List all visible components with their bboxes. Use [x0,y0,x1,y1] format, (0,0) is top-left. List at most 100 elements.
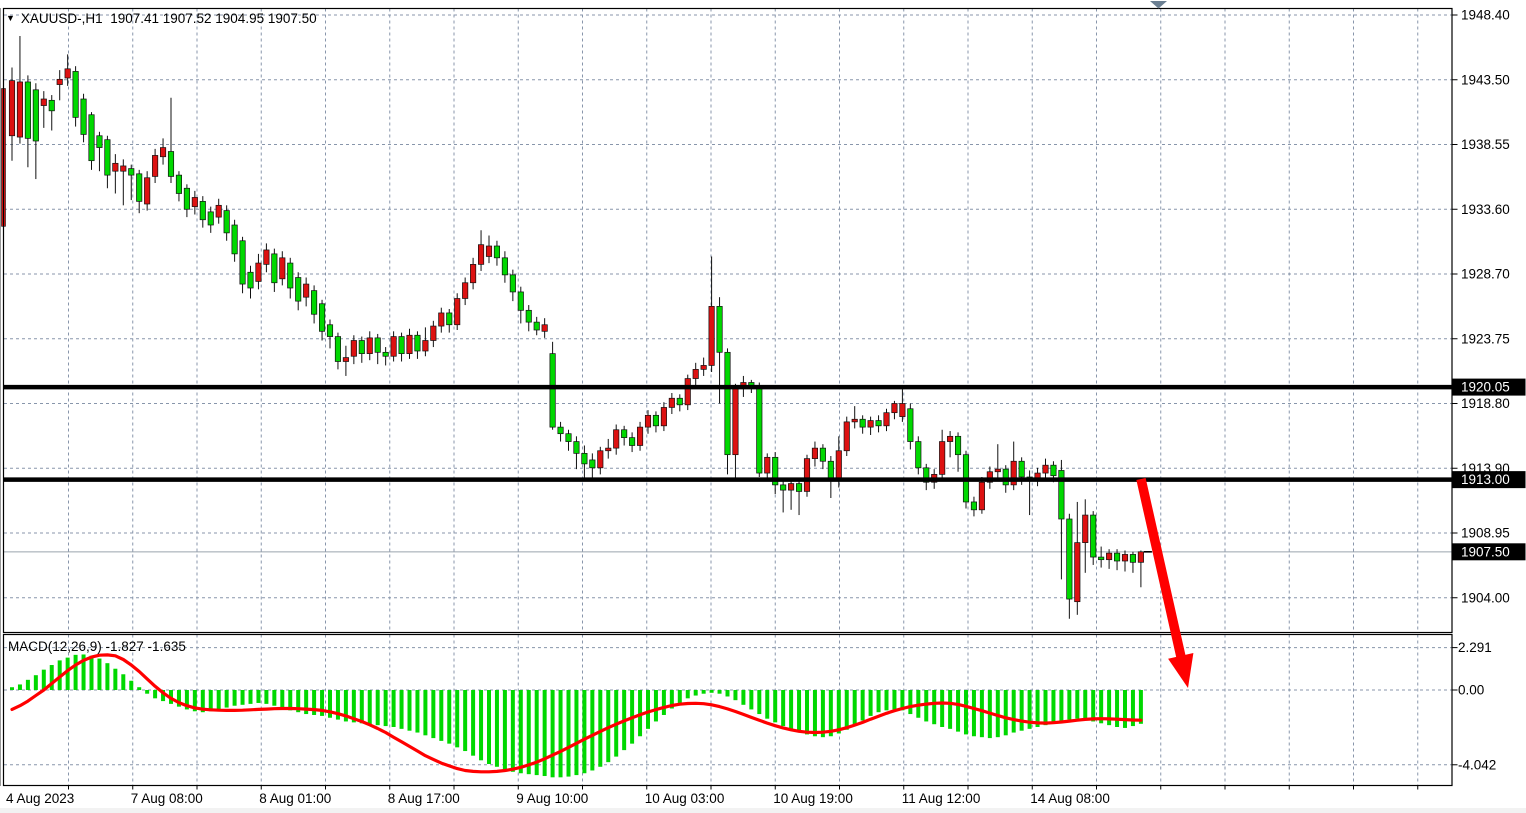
candle-body [88,114,95,162]
macd-histogram-bar [33,675,38,690]
candle-body [342,357,349,362]
macd-histogram-bar [971,690,976,737]
candle-body [319,303,326,332]
macd-histogram-bar [701,690,706,694]
price-tick-label: 1908.95 [1461,526,1510,541]
candle-body [56,78,63,85]
candle-body [207,211,214,226]
macd-histogram-bar [129,680,134,690]
macd-histogram-bar [121,674,126,690]
macd-histogram-bar [908,690,913,715]
candle-body [493,245,501,259]
candle-body [24,81,31,139]
candle-body [994,468,1001,473]
candle-body [1113,552,1121,562]
candle-body [414,334,421,352]
macd-histogram-bar [161,690,166,702]
macd-histogram-bar [1138,690,1143,724]
macd-histogram-bar [320,690,325,716]
candle-body [907,408,914,442]
candle-body [803,458,811,492]
macd-histogram-bar [1027,690,1032,729]
candle-body [350,340,357,357]
macd-signal-line [10,653,1143,774]
main-panel-border [2,7,1453,634]
macd-histogram-bar [216,690,221,710]
macd-histogram-bar [773,690,778,723]
macd-histogram-bar [590,690,595,771]
candle-body [644,414,652,428]
macd-histogram-bar [224,690,229,708]
grid [4,8,1452,786]
candle-body [788,483,795,491]
macd-histogram-bar [105,663,110,690]
trend-arrow[interactable] [1136,477,1194,688]
candle-body [470,264,477,284]
candle-body [1010,460,1017,486]
macd-histogram-bar [661,690,666,715]
window-bottom-edge [0,808,1526,813]
candle-body [549,353,556,428]
macd-histogram-bar [463,690,468,752]
candle-body [589,459,596,469]
candle-body [485,245,493,257]
time-tick-label: 10 Aug 19:00 [773,791,853,806]
macd-histogram-bar [653,690,658,722]
candle-body [215,204,222,218]
macd-histogram-bar [272,690,277,706]
macd-histogram-bar [1107,690,1112,726]
candle-body [287,262,294,289]
macd-histogram-bar [669,690,674,709]
candle-body [1121,554,1129,562]
macd-histogram-bar [526,690,531,775]
candle-body [501,257,508,276]
candle-body [613,429,620,449]
candle-body [16,81,24,138]
candle-body [263,249,270,265]
macd-histogram-bar [685,690,690,699]
trend-arrow-shaft[interactable] [1136,477,1187,664]
candle-body [525,309,532,323]
macd-histogram-bar [566,690,571,777]
candle-body [247,271,254,289]
candle-body [255,262,262,282]
candle-body [128,168,135,176]
candle-body [112,162,119,172]
macd-histogram-bar [1123,690,1127,728]
candle-body [875,420,882,427]
candle-body [1042,464,1049,474]
price-tick-label: 1923.75 [1461,331,1510,346]
macd-histogram-bar [17,684,22,690]
macd-histogram-bar [487,690,491,764]
candle-body [96,135,103,148]
macd-panel-border [2,633,1453,787]
macd-histogram-bar [733,690,738,701]
macd-histogram-bar [502,690,507,770]
candle-body [183,187,190,210]
macd-histogram-bar [1051,690,1056,724]
candle-body [303,283,310,298]
macd-histogram-bar [97,658,102,690]
macd-histogram-bar [1067,690,1072,720]
candle-body [843,421,850,452]
candle-body [899,403,906,417]
macd-histogram-bar [399,690,404,729]
candle-body [517,291,524,311]
candle-body [883,412,890,427]
macd-histogram-bar [900,690,905,711]
candle-body [541,324,548,332]
macd-histogram-bar [574,690,579,776]
candle-body [509,274,516,293]
trend-arrow-head[interactable] [1168,653,1194,688]
candle-body [366,337,373,354]
macd-histogram-bar [328,690,332,718]
candle-body [295,277,302,302]
price-tick-label: 1943.50 [1461,72,1510,87]
time-tick-label: 10 Aug 03:00 [645,791,725,806]
candle-body [8,80,16,137]
candle-body [326,324,334,337]
macd-histogram-bar [280,690,285,709]
candle-body [573,441,580,454]
